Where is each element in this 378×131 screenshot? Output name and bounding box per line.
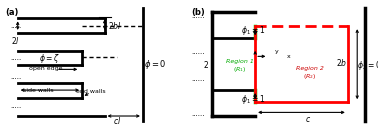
Text: $\phi=\zeta$: $\phi=\zeta$ bbox=[39, 52, 59, 65]
Text: $\phi_1=1$: $\phi_1=1$ bbox=[241, 93, 265, 106]
Text: .....: ..... bbox=[11, 55, 22, 61]
Text: ......: ...... bbox=[192, 49, 205, 55]
Text: y: y bbox=[275, 49, 279, 54]
Text: .....: ..... bbox=[11, 74, 22, 80]
Text: .....: ..... bbox=[11, 103, 22, 109]
Text: (b): (b) bbox=[191, 8, 204, 17]
Text: Region 1: Region 1 bbox=[226, 59, 254, 64]
Text: open edge: open edge bbox=[29, 66, 62, 71]
Text: $(R_1)$: $(R_1)$ bbox=[233, 65, 247, 74]
Text: $c$: $c$ bbox=[305, 115, 311, 124]
Text: $2bl$: $2bl$ bbox=[108, 20, 122, 31]
Text: ......: ...... bbox=[192, 111, 205, 117]
Text: .....: ..... bbox=[11, 23, 22, 29]
Text: $\phi_1=1$: $\phi_1=1$ bbox=[241, 24, 265, 37]
Text: $cl$: $cl$ bbox=[113, 115, 121, 126]
Text: $\phi_2=0$: $\phi_2=0$ bbox=[357, 59, 378, 72]
Text: $(R_2)$: $(R_2)$ bbox=[303, 72, 317, 81]
Text: 2: 2 bbox=[204, 61, 208, 70]
Text: side walls: side walls bbox=[23, 88, 54, 93]
Text: ......: ...... bbox=[192, 76, 205, 82]
Text: Region 2: Region 2 bbox=[296, 66, 324, 71]
Text: ......: ...... bbox=[192, 13, 205, 19]
Text: end walls: end walls bbox=[76, 89, 105, 94]
Text: $2b$: $2b$ bbox=[336, 57, 348, 68]
Text: $2l$: $2l$ bbox=[11, 35, 20, 46]
Text: x: x bbox=[287, 54, 290, 59]
Text: $\phi=0$: $\phi=0$ bbox=[144, 58, 166, 71]
Text: (a): (a) bbox=[6, 8, 19, 17]
